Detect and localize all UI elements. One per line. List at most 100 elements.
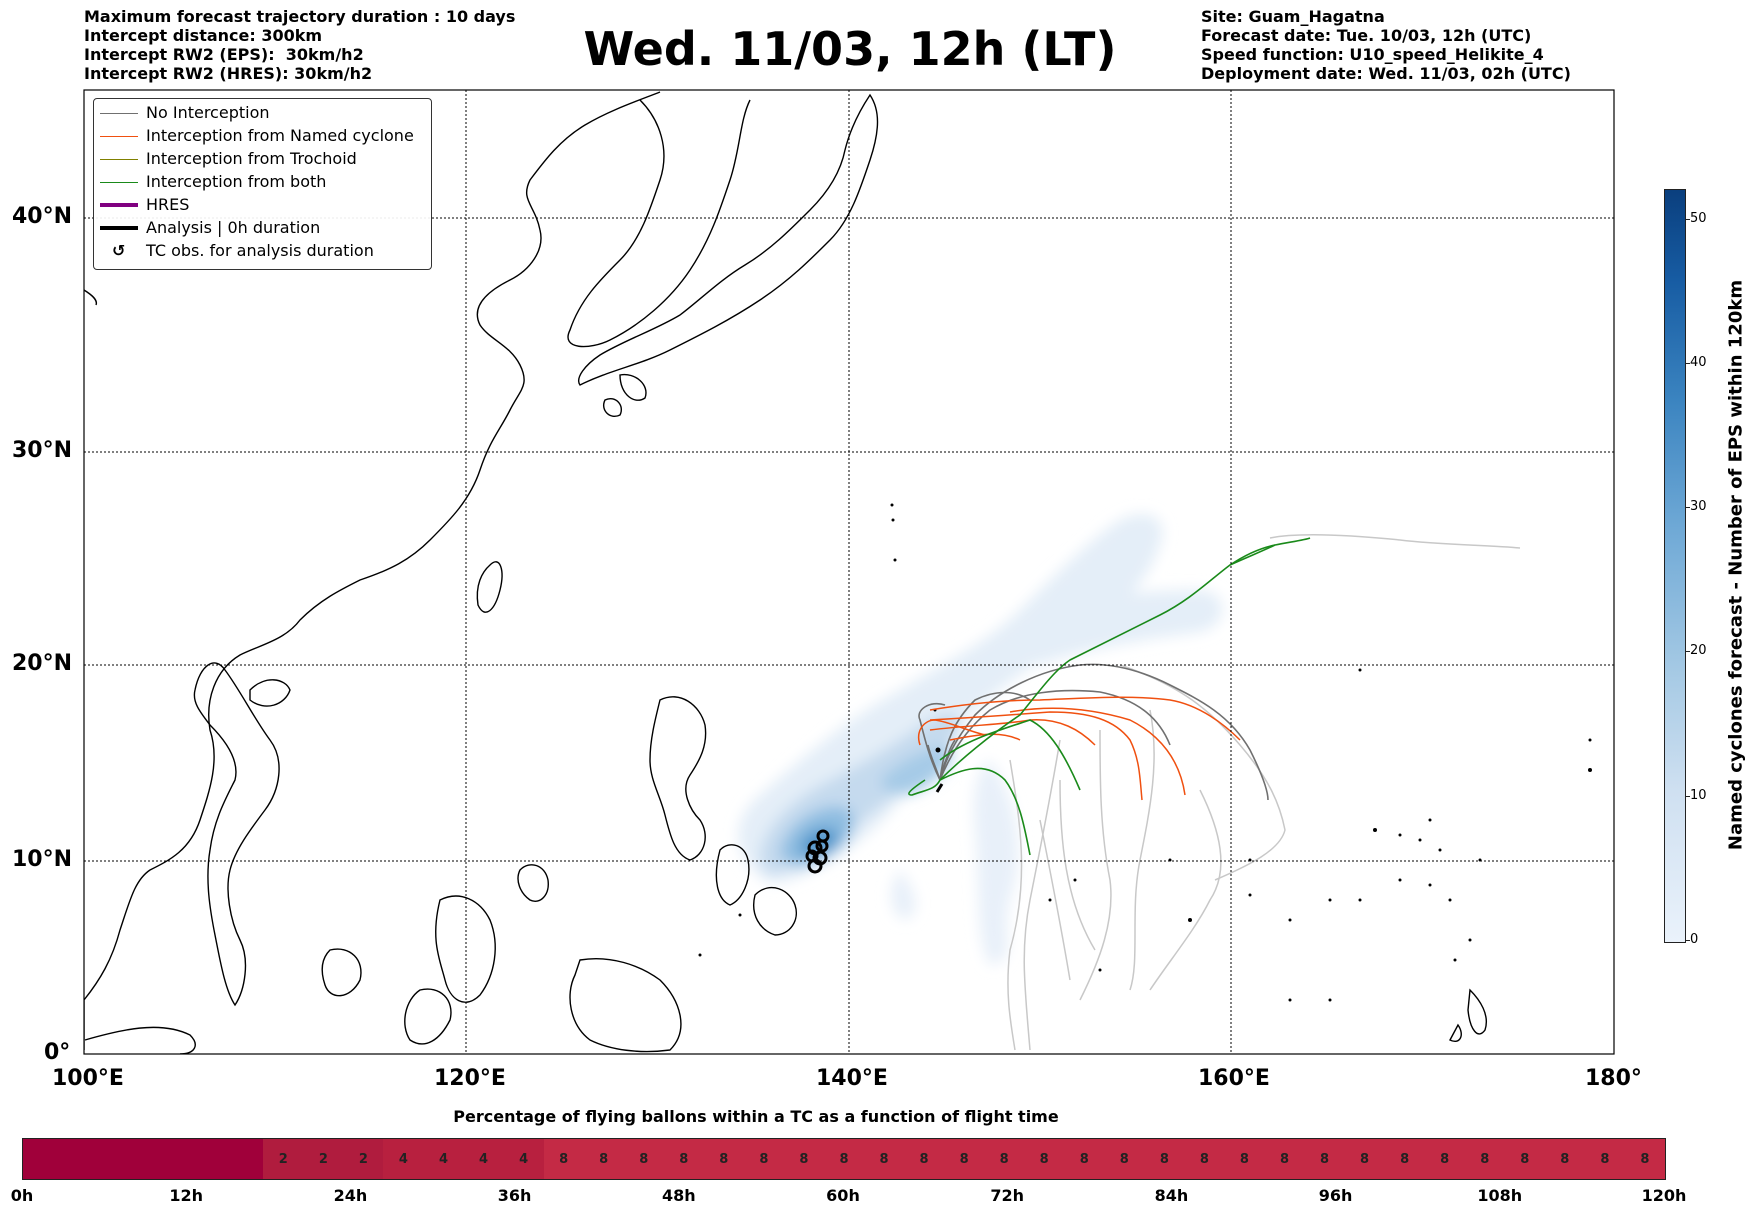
timeline-segment: 8 <box>783 1139 824 1179</box>
colorbar-tick-0: 0 <box>1690 932 1699 947</box>
timeline-hour-label: 60h <box>826 1186 860 1205</box>
timeline-segment: 2 <box>263 1139 304 1179</box>
timeline-segment: 2 <box>303 1139 344 1179</box>
timeline-segment: 4 <box>503 1139 544 1179</box>
legend-label: Interception from Trochoid <box>146 149 357 168</box>
small-islands <box>698 503 1592 1002</box>
timeline-hour-label: 120h <box>1641 1186 1687 1205</box>
legend-label: Analysis | 0h duration <box>146 218 321 237</box>
timeline-segment: 8 <box>1344 1139 1385 1179</box>
intercept-eps-text: Intercept RW2 (EPS): 30km/h2 <box>84 45 364 64</box>
colorbar-tickmark <box>1685 219 1690 220</box>
timeline-segment: 8 <box>1304 1139 1345 1179</box>
timeline-title: Percentage of flying ballons within a TC… <box>453 1107 1059 1126</box>
timeline-segment: 2 <box>343 1139 384 1179</box>
lat-label-0: 0° <box>44 1040 71 1065</box>
legend-swatch <box>100 182 138 183</box>
timeline-segment: 8 <box>583 1139 624 1179</box>
timeline-segment: 8 <box>1544 1139 1585 1179</box>
timeline-segment: 8 <box>743 1139 784 1179</box>
intercept-hres-text: Intercept RW2 (HRES): 30km/h2 <box>84 64 373 83</box>
tc-obs-icon: ↺ <box>112 241 126 260</box>
timeline-hour-label: 72h <box>990 1186 1025 1205</box>
timeline-segment: 8 <box>1144 1139 1185 1179</box>
lon-label-120e: 120°E <box>434 1066 506 1091</box>
deployment-date-text: Deployment date: Wed. 11/03, 02h (UTC) <box>1201 64 1571 83</box>
legend-label: Interception from both <box>146 172 327 191</box>
timeline-hour-label: 0h <box>10 1186 34 1205</box>
map-title: Wed. 11/03, 12h (LT) <box>583 22 1117 76</box>
colorbar-tickmark <box>1685 507 1690 508</box>
timeline-segment: 8 <box>823 1139 864 1179</box>
max-duration-text: Maximum forecast trajectory duration : 1… <box>84 7 516 26</box>
timeline-segment: 8 <box>1024 1139 1065 1179</box>
lat-label-20n: 20°N <box>12 651 73 676</box>
timeline-segment <box>23 1139 264 1179</box>
timeline-segment: 8 <box>1064 1139 1105 1179</box>
timeline-hour-label: 84h <box>1154 1186 1189 1205</box>
site-text: Site: Guam_Hagatna <box>1201 7 1385 26</box>
timeline-segment: 4 <box>383 1139 424 1179</box>
timeline-segment: 8 <box>1184 1139 1225 1179</box>
speed-function-text: Speed function: U10_speed_Helikite_4 <box>1201 45 1544 64</box>
timeline-hour-label: 108h <box>1477 1186 1523 1205</box>
timeline-segment: 8 <box>904 1139 945 1179</box>
timeline-segment: 8 <box>863 1139 905 1179</box>
timeline-segment: 4 <box>463 1139 504 1179</box>
timeline-segment: 8 <box>1104 1139 1145 1179</box>
timeline-segment: 8 <box>623 1139 664 1179</box>
colorbar <box>1664 189 1686 943</box>
timeline-segment: 8 <box>1384 1139 1425 1179</box>
colorbar-tickmark <box>1685 796 1690 797</box>
legend-label: TC obs. for analysis duration <box>146 241 374 260</box>
colorbar-label: Named cyclones forecast - Number of EPS … <box>1725 279 1747 851</box>
colorbar-tick-30: 30 <box>1690 499 1707 514</box>
timeline-segment: 4 <box>423 1139 464 1179</box>
analysis-trajectory <box>935 783 944 793</box>
header-right-info: Site: Guam_Hagatna Forecast date: Tue. 1… <box>1201 7 1571 83</box>
timeline-segment: 8 <box>1224 1139 1265 1179</box>
timeline-hour-label: 96h <box>1318 1186 1353 1205</box>
ensemble-density-field <box>738 514 1223 965</box>
legend-swatch <box>100 159 138 160</box>
coastlines <box>84 91 1487 1054</box>
timeline-segment: 8 <box>1464 1139 1505 1179</box>
colorbar-tick-50: 50 <box>1690 211 1707 226</box>
timeline-hour-label: 24h <box>333 1186 368 1205</box>
lon-label-180: 180° <box>1585 1066 1642 1091</box>
colorbar-tick-20: 20 <box>1690 643 1707 658</box>
timeline-segment: 8 <box>1584 1139 1625 1179</box>
header-left-info: Maximum forecast trajectory duration : 1… <box>84 7 515 83</box>
map-legend: No Interception Interception from Named … <box>93 98 432 270</box>
timeline-hour-label: 48h <box>661 1186 696 1205</box>
timeline-segment: 8 <box>1504 1139 1545 1179</box>
colorbar-tickmark <box>1685 940 1690 941</box>
timeline-segment: 8 <box>703 1139 744 1179</box>
timeline-hour-label: 36h <box>497 1186 532 1205</box>
legend-swatch <box>100 113 138 114</box>
forecast-date-text: Forecast date: Tue. 10/03, 12h (UTC) <box>1201 26 1532 45</box>
lat-label-30n: 30°N <box>12 438 73 463</box>
colorbar-tickmark <box>1685 363 1690 364</box>
timeline-segment: 8 <box>1264 1139 1305 1179</box>
no-interception-trajectories-light <box>1007 533 1521 1051</box>
colorbar-tick-10: 10 <box>1690 788 1707 803</box>
legend-swatch <box>100 203 138 207</box>
colorbar-tick-40: 40 <box>1690 355 1707 370</box>
timeline-segment: 8 <box>984 1139 1025 1179</box>
timeline-segment: 8 <box>1624 1139 1665 1179</box>
gridlines <box>84 90 1614 1054</box>
legend-label: No Interception <box>146 103 270 122</box>
lon-label-140e: 140°E <box>816 1066 888 1091</box>
timeline-segment: 8 <box>944 1139 985 1179</box>
legend-swatch <box>100 136 138 137</box>
lat-label-10n: 10°N <box>12 847 73 872</box>
lon-label-160e: 160°E <box>1198 1066 1270 1091</box>
timeline-hour-label: 12h <box>169 1186 204 1205</box>
intercept-distance-text: Intercept distance: 300km <box>84 26 323 45</box>
lon-label-100e: 100°E <box>52 1066 124 1091</box>
timeline-segment: 8 <box>543 1139 584 1179</box>
both-interception-trajectories <box>908 537 1311 856</box>
colorbar-tickmark <box>1685 651 1690 652</box>
